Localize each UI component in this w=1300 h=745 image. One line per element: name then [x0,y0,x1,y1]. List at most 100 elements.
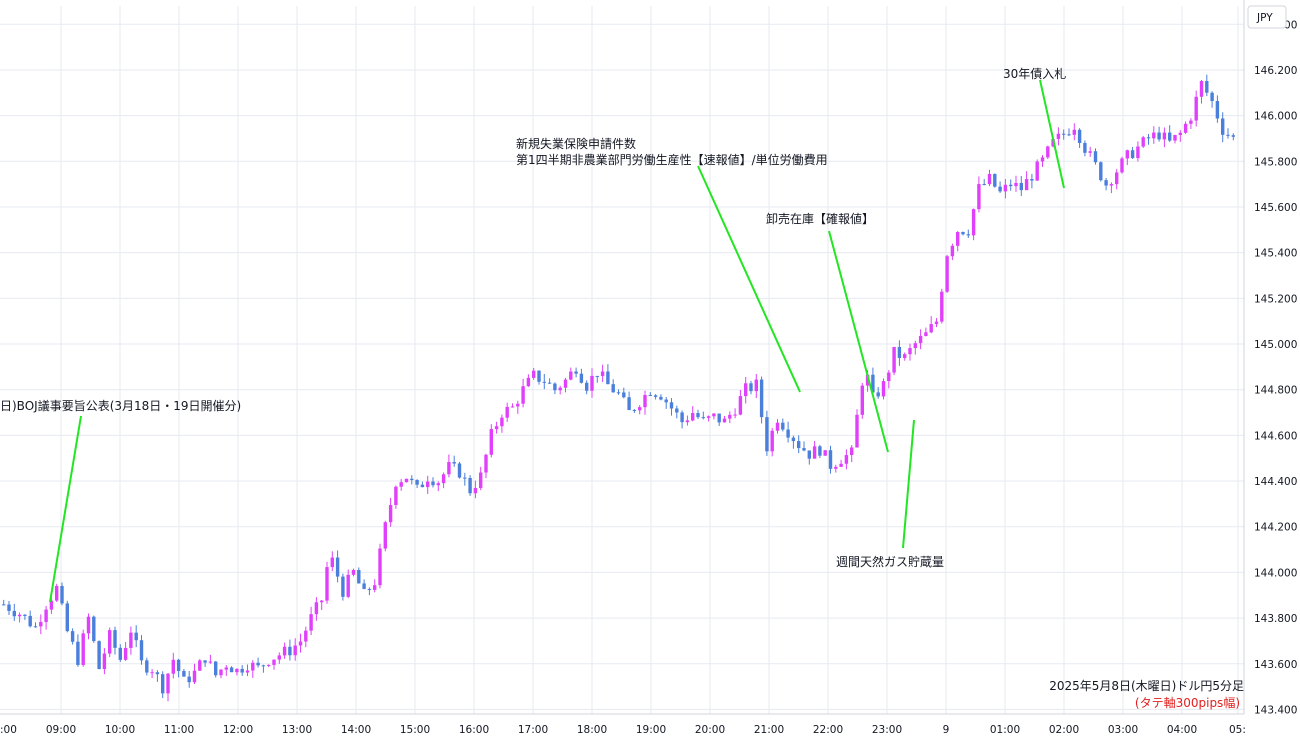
candle-body [166,673,170,694]
y-tick-label: 145.400 [1254,248,1297,260]
candle-body [918,336,923,344]
currency-label: JPY [1256,12,1273,24]
candle-body [526,377,531,387]
candle-body [49,600,54,610]
x-tick-label: 18:00 [577,724,607,736]
candle-body [685,420,690,423]
x-tick-label: 17:00 [518,724,548,736]
candle-body [616,392,621,394]
candle-body [595,375,599,377]
candle-body [489,429,493,455]
candle-body [155,672,160,675]
candle-body [208,661,213,663]
candle-body [97,641,101,670]
candle-body [1173,134,1177,141]
x-tick-label: 9 [943,724,950,736]
candle-body [182,671,186,677]
x-tick-label: 12:00 [223,724,253,736]
candle-body [1231,135,1235,137]
candle-body [563,379,568,388]
candle-body [436,483,440,486]
candle-body [728,414,732,419]
candle-body [865,374,870,386]
candle-body [839,463,843,467]
candle-body [1189,120,1193,124]
candle-body [855,414,859,448]
y-tick-label: 145.200 [1254,293,1297,305]
candle-body [547,382,552,384]
candle-body [722,418,727,423]
candle-body [214,661,218,676]
candle-body [632,410,637,412]
x-tick-label: 10:00 [105,724,135,736]
candle-body [1125,150,1129,159]
candle-body [892,346,896,373]
candle-body [823,450,827,456]
candle-body [1136,146,1140,159]
candle-body [1178,132,1182,135]
candle-body [659,396,663,400]
y-tick-label: 146.000 [1254,111,1297,123]
candle-body [60,586,64,604]
candle-body [860,385,864,415]
candle-body [388,505,393,523]
candle-body [982,184,986,186]
candle-body [537,370,541,382]
annotation-30y-auction: 30年債入札 [1003,66,1066,81]
candle-body [298,641,303,646]
candle-body [463,477,467,479]
candle-body [1183,123,1188,133]
event-annotations: 日)BOJ議事要旨公表(3月18日・19日開催分) 新規失業保険申請件数 第1四… [0,66,1066,603]
annotation-wholesale-inventories: 卸売在庫【確報値】 [766,211,874,226]
y-tick-label: 146.200 [1254,65,1297,77]
candle-body [1168,132,1172,141]
candle-body [198,660,202,671]
candle-body [240,668,244,673]
candle-body [1024,179,1029,191]
candle-body [171,659,175,674]
x-tick-label: 19:00 [636,724,666,736]
y-tick-label: 145.000 [1254,339,1297,351]
candle-body [70,631,75,642]
candle-body [479,472,483,488]
candle-body [908,348,912,355]
x-tick-label: 13:00 [282,724,312,736]
annotation-boj: 日)BOJ議事要旨公表(3月18日・19日開催分) [0,399,241,413]
x-tick-label: 04:00 [1167,724,1197,736]
candle-body [1067,134,1071,136]
y-tick-label: 143.600 [1254,659,1297,671]
candle-body [288,646,292,656]
candle-body [229,667,234,673]
candle-body [134,632,138,641]
candle-body [590,375,594,391]
annotation-line-natgas [902,419,915,549]
candle-body [1056,133,1061,139]
candle-body [1003,184,1008,192]
candle-body [1014,182,1018,187]
candle-body [765,417,769,452]
candle-body [224,667,228,670]
candle-body [28,615,32,627]
y-tick-label: 145.600 [1254,202,1297,214]
candle-body [834,466,838,469]
candle-body [441,474,446,484]
candle-body [7,604,11,611]
candle-body [203,660,207,663]
x-tick-label: 09:00 [46,724,76,736]
candle-body [420,484,425,488]
candle-body [600,371,605,376]
candle-body [1210,92,1214,102]
candle-body [1226,134,1230,136]
candle-body [282,646,287,656]
x-tick-label: 14:00 [341,724,371,736]
chart-footer-note: (タテ軸300pips幅) [1135,695,1240,710]
candle-body [92,616,96,642]
y-tick-label: 143.400 [1254,704,1297,716]
candle-body [956,232,960,246]
candle-body [245,670,250,673]
candle-body [977,184,981,210]
candle-body [924,332,928,337]
candle-body [357,569,361,584]
candle-body [850,447,854,456]
